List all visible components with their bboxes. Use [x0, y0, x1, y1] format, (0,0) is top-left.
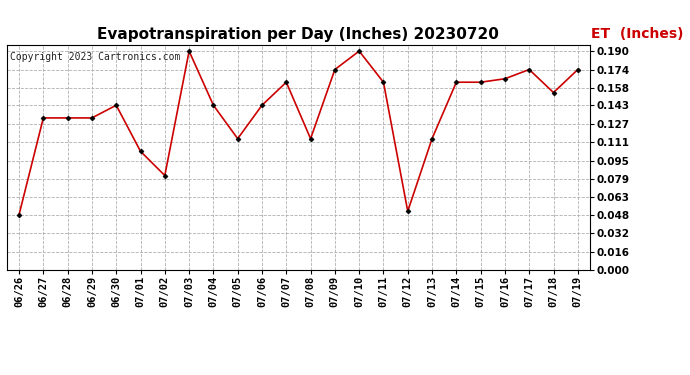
Text: ET  (Inches): ET (Inches) — [591, 27, 683, 40]
Title: Evapotranspiration per Day (Inches) 20230720: Evapotranspiration per Day (Inches) 2023… — [97, 27, 500, 42]
Text: Copyright 2023 Cartronics.com: Copyright 2023 Cartronics.com — [10, 52, 180, 62]
